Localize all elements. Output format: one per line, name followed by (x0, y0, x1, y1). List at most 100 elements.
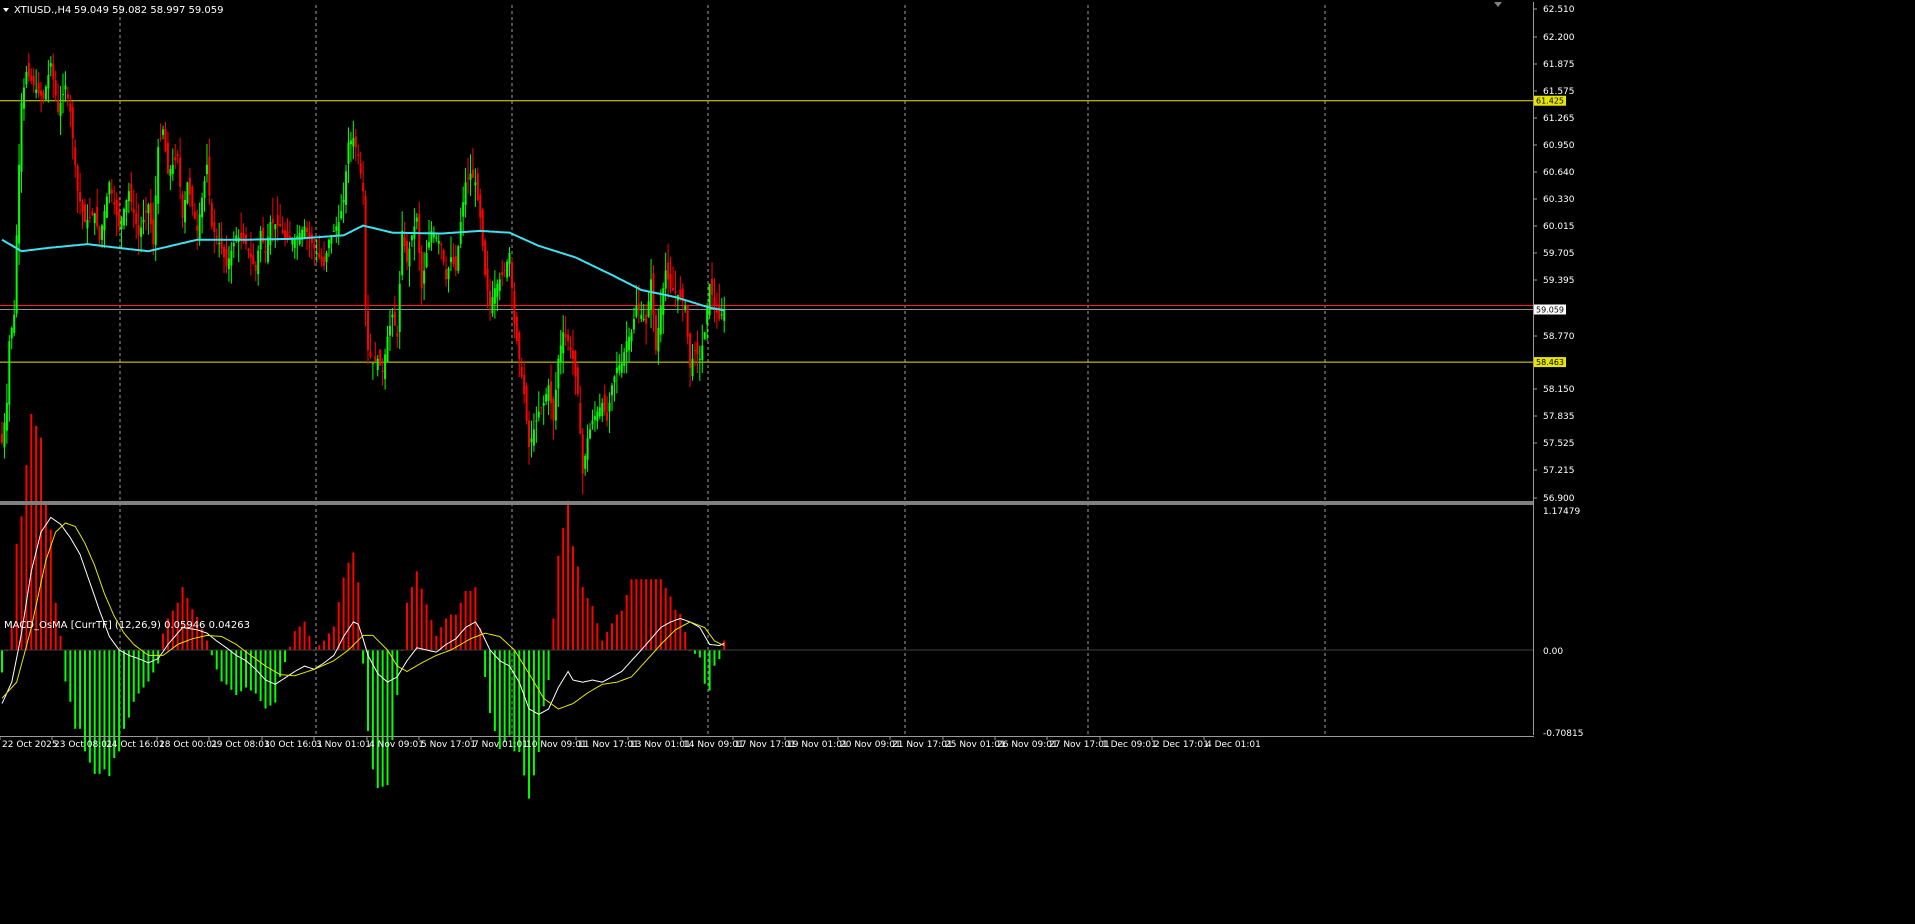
bear-candle-body (193, 211, 196, 219)
time-tick-label: 30 Oct 16:01 (264, 740, 323, 750)
bull-candle-body (537, 411, 540, 418)
osma-bar-negative (79, 650, 82, 729)
osma-bar-negative (542, 650, 545, 707)
bear-candle-body (271, 218, 274, 224)
time-tick-label: 25 Nov 01:01 (945, 740, 1006, 750)
osma-bar-negative (508, 650, 511, 736)
bull-candle-body (650, 279, 653, 309)
bull-candle-body (401, 230, 404, 276)
price-tick-label: 58.770 (1543, 332, 1575, 342)
osma-bar-negative (74, 650, 77, 729)
bull-candle-body (171, 164, 174, 175)
bull-candle-body (584, 455, 587, 469)
osma-bar-positive (171, 610, 174, 650)
bull-candle-body (703, 332, 706, 340)
time-axis-border (0, 736, 1534, 737)
bear-candle-body (223, 246, 226, 258)
time-tick-label: 29 Oct 08:01 (211, 740, 270, 750)
bear-candle-body (669, 273, 672, 289)
chart-shift-marker-icon[interactable] (1494, 2, 1502, 7)
bear-candle-body (208, 156, 211, 196)
price-tick-label: 60.950 (1543, 141, 1575, 151)
osma-bar-negative (284, 650, 287, 663)
bear-candle-body (484, 240, 487, 275)
bull-candle-body (428, 241, 430, 248)
bull-candle-body (593, 416, 596, 420)
osma-bar-positive (552, 618, 555, 650)
bear-candle-body (191, 187, 194, 207)
osma-bar-negative (498, 650, 501, 750)
bull-candle-body (64, 85, 67, 90)
osma-bar-positive (406, 602, 409, 650)
bear-candle-body (159, 137, 162, 139)
osc-tick-label: 1.17479 (1543, 507, 1580, 517)
osma-bar-positive (323, 640, 326, 650)
bull-candle-body (301, 229, 304, 240)
osma-bar-positive (415, 571, 418, 650)
bull-candle-body (184, 200, 186, 223)
time-tick-label: 21 Nov 17:01 (892, 740, 953, 750)
candles (1, 53, 726, 495)
bear-candle-body (486, 268, 489, 291)
osma-bar-negative (698, 650, 701, 658)
osma-bar-negative (269, 650, 272, 706)
osma-bar-negative (1, 650, 3, 673)
bull-candle-body (162, 129, 165, 135)
price-axis-border (1533, 2, 1534, 735)
price-tick-label: 57.525 (1543, 439, 1575, 449)
bull-candle-body (230, 250, 233, 266)
bear-candle-body (679, 289, 682, 298)
bull-candle-body (545, 394, 548, 402)
bull-candle-body (640, 314, 643, 320)
bear-candle-body (306, 228, 308, 232)
osma-bar-positive (196, 616, 199, 650)
bull-candle-body (352, 138, 355, 147)
bear-candle-body (30, 75, 33, 81)
osma-bar-negative (152, 650, 155, 673)
bear-candle-body (276, 215, 279, 226)
bull-candle-body (86, 219, 89, 229)
osma-bar-negative (279, 650, 282, 678)
osma-bar-positive (59, 635, 62, 650)
osma-bar-negative (108, 650, 111, 777)
bull-candle-body (469, 173, 472, 180)
bear-candle-body (264, 251, 267, 253)
osma-bar-positive (191, 609, 194, 650)
osma-bar-negative (88, 650, 91, 763)
bear-candle-body (252, 255, 255, 264)
price-tick-label: 57.215 (1543, 466, 1575, 476)
bear-candle-body (42, 92, 45, 99)
bull-candle-body (423, 270, 426, 284)
bull-candle-body (62, 94, 64, 96)
osma-bar-positive (606, 631, 609, 650)
chevron-down-icon[interactable] (3, 8, 9, 12)
osma-bar-positive (591, 605, 594, 650)
osma-bar-negative (718, 650, 721, 660)
bear-candle-body (374, 356, 377, 362)
bear-candle-body (467, 177, 470, 179)
bear-candle-body (503, 270, 506, 272)
bear-candle-body (440, 243, 443, 245)
bull-candle-body (535, 420, 538, 422)
osma-bar-positive (596, 623, 599, 650)
osma-bar-negative (157, 650, 160, 664)
bull-candle-body (154, 195, 157, 246)
axes: 62.510 62.200 61.875 61.575 61.265 60.950 60.6… (0, 2, 1583, 750)
price-tick-label: 62.510 (1543, 5, 1575, 15)
moving-average-line (1, 224, 725, 312)
osma-bar-positive (440, 627, 443, 650)
osma-bar-positive (640, 579, 643, 650)
level-lines: 61.425 58.463 59.059 (0, 95, 1566, 368)
bull-candle-body (257, 250, 260, 275)
bear-candle-body (181, 194, 184, 218)
osma-bar-positive (420, 588, 423, 650)
bear-candle-body (445, 269, 448, 280)
bear-candle-body (320, 257, 323, 262)
bear-candle-body (113, 202, 116, 205)
bear-candle-body (567, 334, 570, 342)
bear-candle-body (564, 334, 567, 337)
bear-candle-body (359, 163, 362, 174)
bull-candle-body (598, 407, 601, 417)
